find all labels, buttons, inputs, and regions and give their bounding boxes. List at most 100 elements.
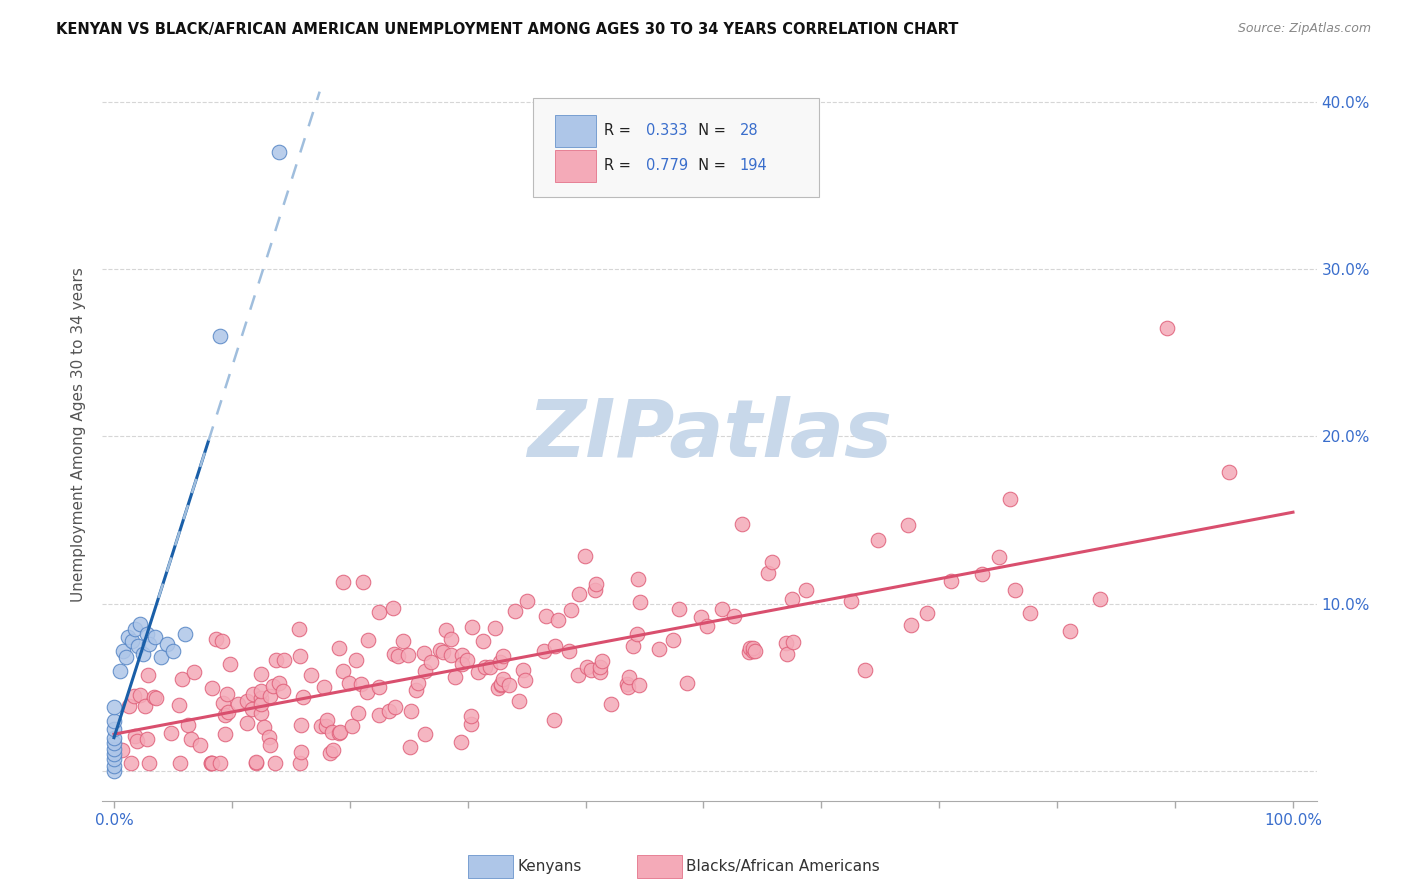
Point bbox=[290, 745, 312, 759]
Point bbox=[627, 678, 650, 692]
Point bbox=[662, 633, 685, 648]
Point bbox=[264, 653, 287, 667]
Point bbox=[450, 648, 472, 662]
Text: N =: N = bbox=[689, 123, 730, 138]
Point bbox=[1218, 465, 1240, 479]
Point bbox=[516, 594, 538, 608]
Point bbox=[434, 623, 457, 637]
Point bbox=[150, 650, 173, 665]
Point bbox=[696, 618, 718, 632]
Point bbox=[103, 747, 125, 762]
Point bbox=[489, 655, 512, 669]
Point bbox=[322, 743, 344, 757]
Point bbox=[498, 678, 520, 692]
Point bbox=[599, 698, 621, 712]
Text: Source: ZipAtlas.com: Source: ZipAtlas.com bbox=[1237, 22, 1371, 36]
Point bbox=[271, 684, 294, 698]
Point bbox=[406, 675, 429, 690]
Point bbox=[547, 613, 569, 627]
Point bbox=[583, 582, 606, 597]
Point bbox=[648, 642, 671, 657]
Point bbox=[378, 704, 401, 718]
Point bbox=[201, 756, 224, 770]
Point bbox=[136, 668, 159, 682]
Text: 0.779: 0.779 bbox=[647, 159, 689, 173]
Point bbox=[575, 660, 598, 674]
Point bbox=[176, 718, 198, 732]
Point bbox=[589, 665, 612, 679]
Point bbox=[103, 723, 125, 737]
Point bbox=[443, 669, 465, 683]
Point bbox=[868, 533, 890, 547]
Point bbox=[1156, 320, 1178, 334]
Point bbox=[346, 653, 368, 667]
Point bbox=[103, 742, 125, 756]
Point bbox=[489, 678, 512, 692]
Point bbox=[534, 608, 557, 623]
Point bbox=[263, 679, 285, 693]
Point bbox=[209, 329, 232, 343]
Point bbox=[368, 605, 391, 619]
Point bbox=[492, 649, 515, 664]
Point bbox=[215, 687, 238, 701]
Point bbox=[853, 663, 876, 677]
Text: N =: N = bbox=[689, 159, 730, 173]
Point bbox=[132, 647, 155, 661]
Point bbox=[312, 680, 335, 694]
Point bbox=[741, 641, 763, 656]
Text: 194: 194 bbox=[740, 159, 768, 173]
Point bbox=[347, 706, 370, 721]
Point bbox=[467, 665, 489, 679]
Point bbox=[939, 574, 962, 588]
Point bbox=[413, 664, 436, 678]
Point bbox=[160, 726, 183, 740]
Point bbox=[190, 738, 212, 752]
Point bbox=[758, 566, 780, 580]
Point bbox=[118, 699, 141, 714]
Point bbox=[108, 664, 131, 678]
Point bbox=[738, 640, 761, 655]
Point bbox=[352, 574, 374, 589]
Point bbox=[533, 644, 555, 658]
Point bbox=[621, 639, 644, 653]
Point bbox=[794, 582, 817, 597]
Point bbox=[136, 627, 159, 641]
Point bbox=[214, 727, 236, 741]
Point bbox=[628, 595, 651, 609]
Point bbox=[172, 673, 194, 687]
Point bbox=[264, 756, 287, 770]
Point bbox=[432, 645, 454, 659]
Point bbox=[332, 574, 354, 589]
Point bbox=[401, 704, 423, 718]
Point bbox=[120, 756, 142, 770]
Point bbox=[472, 633, 495, 648]
Point bbox=[103, 714, 125, 728]
Point bbox=[460, 709, 482, 723]
Point bbox=[328, 726, 350, 740]
Point bbox=[315, 713, 337, 727]
Point bbox=[581, 663, 603, 677]
Y-axis label: Unemployment Among Ages 30 to 34 years: Unemployment Among Ages 30 to 34 years bbox=[72, 268, 86, 602]
Point bbox=[492, 672, 515, 686]
Point bbox=[169, 698, 191, 712]
Point bbox=[574, 549, 596, 564]
Point bbox=[219, 657, 242, 672]
Point bbox=[1018, 606, 1040, 620]
Text: KENYAN VS BLACK/AFRICAN AMERICAN UNEMPLOYMENT AMONG AGES 30 TO 34 YEARS CORRELAT: KENYAN VS BLACK/AFRICAN AMERICAN UNEMPLO… bbox=[56, 22, 959, 37]
Point bbox=[134, 698, 156, 713]
Text: ZIPatlas: ZIPatlas bbox=[527, 396, 891, 474]
Point bbox=[288, 623, 311, 637]
Point bbox=[103, 731, 125, 745]
Point bbox=[392, 634, 415, 648]
Text: 0.333: 0.333 bbox=[647, 123, 688, 138]
Point bbox=[226, 698, 249, 712]
Point bbox=[124, 729, 146, 743]
Point bbox=[112, 643, 135, 657]
Point bbox=[250, 698, 273, 712]
Point bbox=[461, 620, 484, 634]
Point bbox=[183, 665, 205, 680]
Point bbox=[451, 657, 474, 671]
Point bbox=[367, 708, 389, 723]
Point bbox=[125, 734, 148, 748]
Point bbox=[250, 706, 273, 720]
